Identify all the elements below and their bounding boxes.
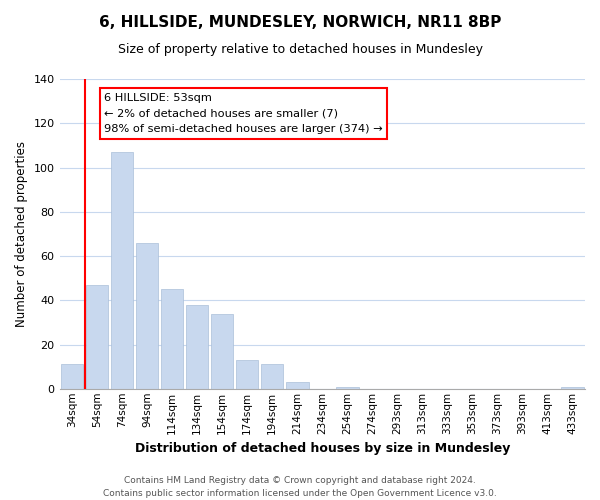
Bar bbox=[111, 152, 133, 389]
Text: Size of property relative to detached houses in Mundesley: Size of property relative to detached ho… bbox=[118, 42, 482, 56]
Text: 6, HILLSIDE, MUNDESLEY, NORWICH, NR11 8BP: 6, HILLSIDE, MUNDESLEY, NORWICH, NR11 8B… bbox=[99, 15, 501, 30]
Bar bbox=[336, 386, 359, 389]
Bar bbox=[61, 364, 83, 389]
Y-axis label: Number of detached properties: Number of detached properties bbox=[15, 141, 28, 327]
Bar bbox=[561, 386, 584, 389]
X-axis label: Distribution of detached houses by size in Mundesley: Distribution of detached houses by size … bbox=[134, 442, 510, 455]
Bar bbox=[211, 314, 233, 389]
Bar bbox=[161, 289, 184, 389]
Bar bbox=[286, 382, 308, 389]
Bar bbox=[236, 360, 259, 389]
Bar bbox=[86, 285, 109, 389]
Bar bbox=[186, 304, 208, 389]
Text: Contains HM Land Registry data © Crown copyright and database right 2024.
Contai: Contains HM Land Registry data © Crown c… bbox=[103, 476, 497, 498]
Text: 6 HILLSIDE: 53sqm
← 2% of detached houses are smaller (7)
98% of semi-detached h: 6 HILLSIDE: 53sqm ← 2% of detached house… bbox=[104, 93, 383, 134]
Bar bbox=[261, 364, 283, 389]
Bar bbox=[136, 242, 158, 389]
